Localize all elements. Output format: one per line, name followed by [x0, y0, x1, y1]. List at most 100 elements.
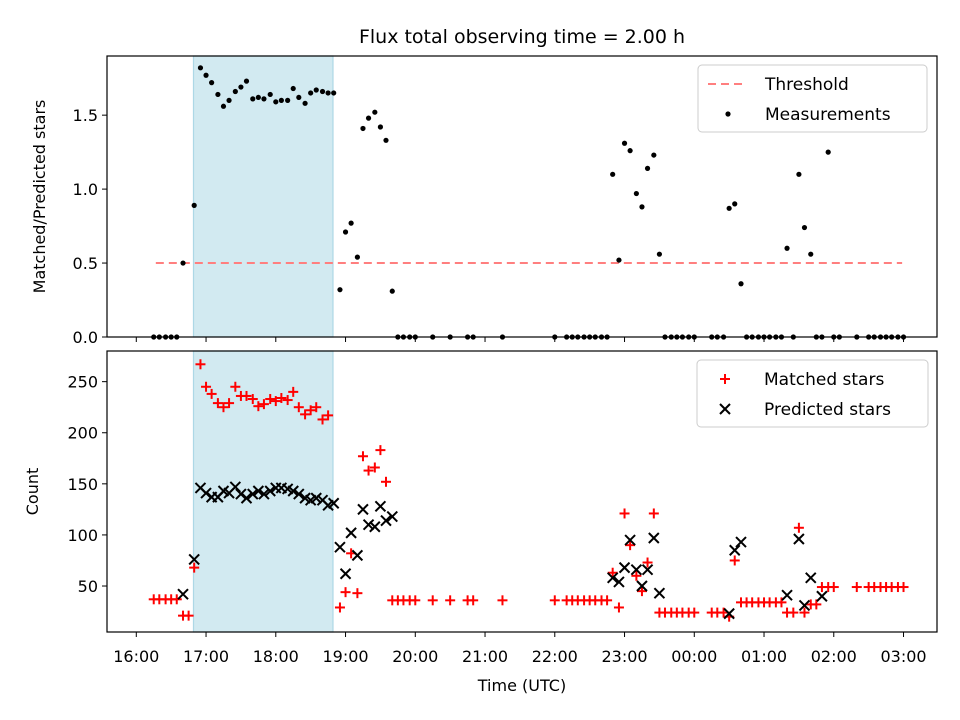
- matched-star-point: [410, 595, 421, 606]
- measurement-point: [243, 78, 250, 84]
- measurement-point: [331, 90, 337, 96]
- observing-window-span: [192, 350, 334, 633]
- legend-label: Threshold: [764, 75, 849, 95]
- matched-star-point: [323, 410, 334, 421]
- x-stroke: [630, 563, 643, 576]
- matched-star-point: [258, 399, 269, 410]
- measurement-point: [383, 137, 389, 143]
- measurement-point: [784, 245, 790, 251]
- matched-star-point: [183, 610, 194, 621]
- x-stroke: [229, 481, 242, 493]
- x-stroke: [362, 519, 375, 531]
- predicted-star-point: [648, 532, 660, 544]
- x-stroke: [816, 590, 828, 602]
- x-tick-label: 16:00: [113, 647, 159, 666]
- measurement-point: [639, 204, 645, 210]
- predicted-star-point: [200, 487, 212, 499]
- x-tick-label: 22:00: [532, 647, 578, 666]
- measurement-point: [180, 260, 186, 266]
- predicted-star-point: [641, 563, 654, 576]
- matched-star-point: [793, 522, 804, 533]
- predicted-star-point: [630, 563, 643, 576]
- measurement-point: [296, 94, 302, 101]
- x-stroke: [327, 497, 340, 509]
- matched-star-point: [648, 508, 659, 519]
- predicted-star-point: [188, 553, 200, 566]
- x-stroke: [735, 536, 747, 548]
- x-stroke: [194, 482, 207, 494]
- x-stroke: [386, 510, 398, 523]
- measurement-point: [238, 84, 244, 90]
- legend-label: Predicted stars: [764, 400, 891, 420]
- measurement-point: [273, 99, 279, 105]
- matched-star-point: [851, 582, 862, 593]
- x-tick-label: 02:00: [811, 647, 857, 666]
- measurement-point: [726, 205, 732, 211]
- x-stroke: [793, 533, 805, 545]
- matched-star-point: [631, 570, 642, 581]
- predicted-star-point: [252, 485, 265, 497]
- measurement-point: [215, 91, 221, 98]
- y-tick-label: 1.0: [73, 180, 98, 199]
- predicted-star-point: [258, 488, 270, 500]
- legend: Threshold Measurements: [697, 64, 928, 133]
- measurement-point: [796, 171, 802, 177]
- predicted-star-point: [805, 572, 817, 584]
- measurement-point: [621, 140, 628, 146]
- predicted-star-point: [327, 497, 340, 509]
- matched-star-point: [602, 595, 613, 606]
- chart-title: Flux total observing time = 2.00 h: [359, 26, 685, 48]
- legend-label: Measurements: [765, 105, 891, 125]
- x-stroke: [310, 492, 322, 504]
- matched-star-point: [171, 594, 182, 605]
- measurement-point: [308, 90, 314, 96]
- measurement-point: [325, 90, 331, 96]
- predicted-star-point: [380, 514, 392, 527]
- measurement-point: [738, 281, 744, 287]
- y-tick-label: 200: [67, 424, 98, 443]
- measurement-point: [644, 165, 651, 171]
- measurement-point: [342, 229, 349, 235]
- predicted-star-point: [606, 572, 619, 584]
- predicted-star-point: [351, 549, 364, 562]
- matched-star-point: [642, 557, 653, 568]
- predicted-star-point: [247, 488, 259, 500]
- predicted-star-point: [369, 521, 381, 533]
- predicted-star-point: [636, 580, 648, 592]
- matched-star-point: [305, 405, 316, 416]
- predicted-star-point: [723, 607, 735, 620]
- predicted-star-point: [177, 588, 189, 600]
- x-stroke: [613, 576, 625, 588]
- predicted-star-point: [339, 568, 352, 580]
- measurement-point: [354, 254, 360, 260]
- observing-window-span: [192, 55, 334, 338]
- panel-star-counts: 50 100 150 200 250 16:00 17:00 18:00 19:00 20:00 2…: [23, 350, 938, 666]
- measurement-point: [302, 100, 308, 106]
- matched-star-point: [282, 395, 293, 406]
- x-tick-label: 03:00: [880, 647, 926, 666]
- matched-star-point: [607, 567, 618, 578]
- predicted-star-point: [287, 485, 299, 497]
- measurement-point: [209, 80, 215, 86]
- matched-star-point: [549, 595, 560, 606]
- measurement-point: [285, 97, 291, 103]
- x-stroke: [217, 485, 230, 497]
- matched-star-point: [300, 409, 311, 420]
- x-tick-label: 19:00: [322, 647, 368, 666]
- x-stroke: [247, 488, 259, 500]
- x-stroke: [374, 500, 387, 513]
- matched-star-point: [445, 595, 456, 606]
- x-axis-title: Time (UTC): [477, 676, 566, 695]
- x-stroke: [293, 488, 305, 500]
- measurement-point: [250, 96, 256, 102]
- matched-star-point: [427, 595, 438, 606]
- matched-star-point: [380, 476, 391, 487]
- matched-star-point: [317, 414, 328, 425]
- y-tick-label: 0.5: [73, 254, 98, 273]
- legend-box: [697, 64, 928, 133]
- matched-star-point: [369, 462, 380, 473]
- matched-star-point: [357, 451, 368, 462]
- matched-star-point: [811, 599, 822, 610]
- measurement-point: [337, 287, 343, 293]
- matched-star-point: [201, 381, 212, 392]
